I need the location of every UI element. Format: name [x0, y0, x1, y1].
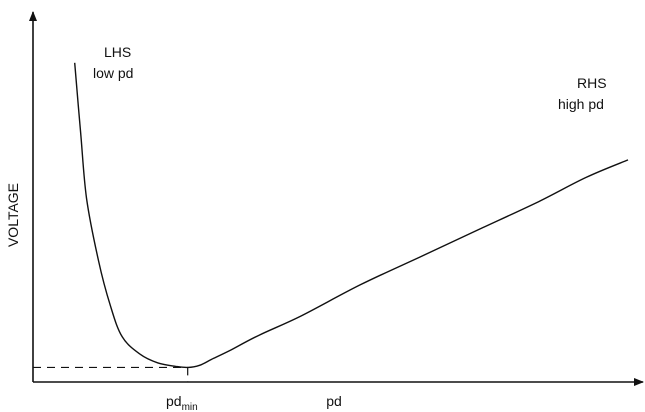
x-tick-label-subscript: min — [182, 402, 198, 412]
rhs-annotation-line1: RHS — [577, 75, 607, 91]
x-tick-label-pd-min: pdmin — [166, 393, 198, 412]
x-axis-label: pd — [326, 393, 342, 409]
x-tick-label-main: pd — [166, 393, 182, 409]
lhs-annotation-line1: LHS — [104, 44, 131, 60]
rhs-annotation-line2: high pd — [558, 96, 604, 112]
lhs-annotation-line2: low pd — [93, 65, 133, 81]
y-axis-label: VOLTAGE — [5, 183, 21, 247]
voltage-curve — [74, 62, 629, 369]
